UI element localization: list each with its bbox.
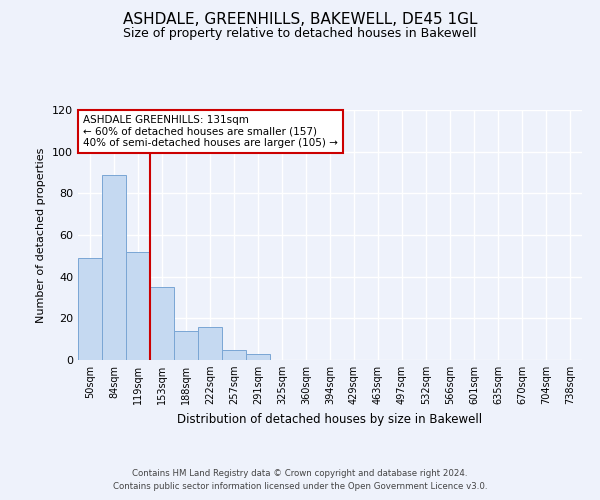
- Bar: [126, 252, 150, 360]
- Text: ASHDALE, GREENHILLS, BAKEWELL, DE45 1GL: ASHDALE, GREENHILLS, BAKEWELL, DE45 1GL: [123, 12, 477, 28]
- Bar: [174, 331, 198, 360]
- X-axis label: Distribution of detached houses by size in Bakewell: Distribution of detached houses by size …: [178, 412, 482, 426]
- Y-axis label: Number of detached properties: Number of detached properties: [37, 148, 46, 322]
- Bar: [222, 350, 246, 360]
- Bar: [246, 354, 270, 360]
- Text: Size of property relative to detached houses in Bakewell: Size of property relative to detached ho…: [123, 28, 477, 40]
- Bar: [102, 174, 126, 360]
- Text: Contains HM Land Registry data © Crown copyright and database right 2024.: Contains HM Land Registry data © Crown c…: [132, 468, 468, 477]
- Bar: [150, 287, 174, 360]
- Text: Contains public sector information licensed under the Open Government Licence v3: Contains public sector information licen…: [113, 482, 487, 491]
- Text: ASHDALE GREENHILLS: 131sqm
← 60% of detached houses are smaller (157)
40% of sem: ASHDALE GREENHILLS: 131sqm ← 60% of deta…: [83, 115, 338, 148]
- Bar: [198, 326, 222, 360]
- Bar: [78, 258, 102, 360]
